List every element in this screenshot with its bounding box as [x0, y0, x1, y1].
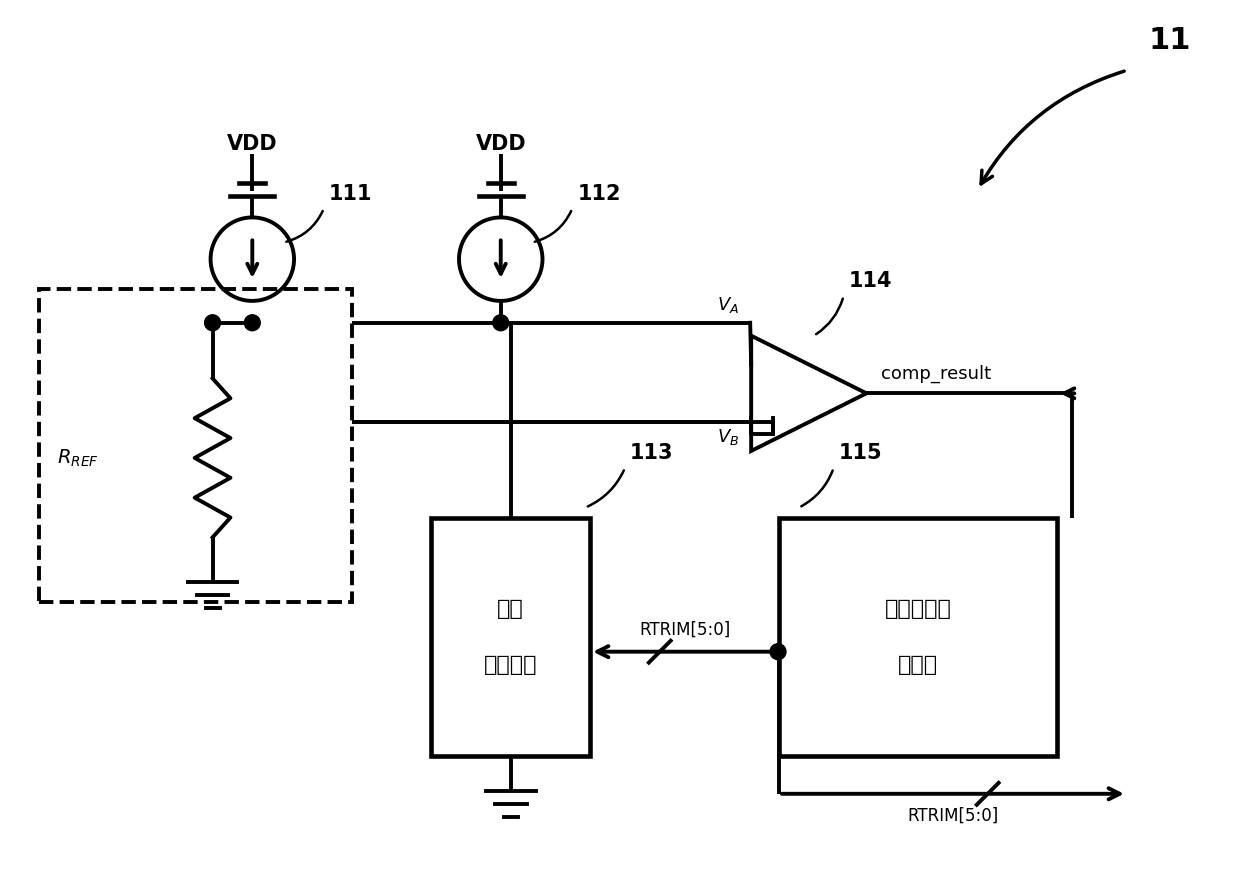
- Text: RTRIM[5:0]: RTRIM[5:0]: [639, 621, 730, 638]
- Text: 112: 112: [577, 184, 621, 203]
- Text: $V_B$: $V_B$: [717, 427, 740, 447]
- Text: VDD: VDD: [227, 134, 278, 154]
- Text: 逐次逆近逻: 逐次逆近逻: [885, 599, 952, 619]
- Text: 电阔阵列: 电阔阵列: [484, 654, 538, 675]
- Text: 11: 11: [1149, 26, 1192, 55]
- Text: $V_A$: $V_A$: [717, 295, 740, 315]
- Text: comp_result: comp_result: [881, 365, 991, 384]
- Text: 113: 113: [629, 443, 674, 463]
- Circle shape: [204, 315, 221, 330]
- Text: 114: 114: [849, 271, 892, 291]
- Text: 111: 111: [328, 184, 373, 203]
- Circle shape: [244, 315, 260, 330]
- Bar: [38, 289, 352, 602]
- Text: $R_{REF}$: $R_{REF}$: [57, 448, 98, 469]
- Circle shape: [771, 644, 786, 660]
- Text: RTRIM[5:0]: RTRIM[5:0]: [907, 806, 999, 825]
- Text: VDD: VDD: [476, 134, 527, 154]
- Text: 辑模块: 辑模块: [898, 654, 938, 675]
- Text: 第一: 第一: [497, 599, 524, 619]
- Bar: [779, 518, 1057, 756]
- Text: 115: 115: [839, 443, 882, 463]
- Bar: [431, 518, 590, 756]
- Circle shape: [493, 315, 509, 330]
